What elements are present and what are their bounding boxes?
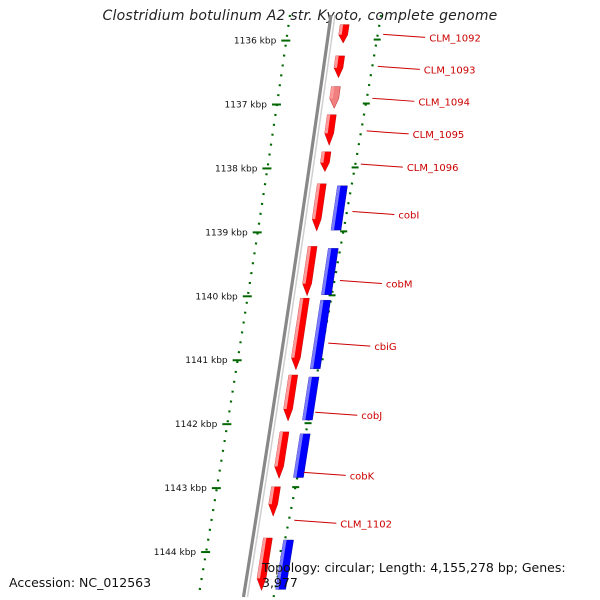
gene-label-leader: [352, 210, 395, 215]
gene-label-leader: [360, 163, 403, 168]
kbp-tick-label: 1139 kbp: [205, 228, 248, 238]
gene-arrow-highlight: [283, 375, 292, 409]
gene-arrow-highlight: [257, 538, 267, 579]
blast-hit-highlight: [293, 433, 304, 478]
kbp-tick-label: 1140 kbp: [195, 292, 238, 302]
gene-label: cobJ: [361, 411, 382, 422]
gene-label-leader: [377, 65, 420, 70]
gene-label: CLM_1092: [429, 33, 481, 44]
kbp-tick-label: 1143 kbp: [164, 484, 207, 494]
gene-label: cobK: [350, 471, 375, 482]
gene-label: CLM_1094: [418, 97, 470, 108]
kbp-tick-label: 1141 kbp: [185, 356, 228, 366]
blast-hit-highlight: [331, 185, 341, 231]
gene-label-leader: [303, 471, 346, 476]
gene-label-leader: [315, 411, 358, 416]
kbp-tick-label: 1136 kbp: [234, 37, 277, 47]
kbp-tick-label: 1137 kbp: [225, 101, 268, 111]
backbone-layer: [197, 14, 383, 598]
gene-layer: [256, 24, 350, 591]
gene-arrow-highlight: [312, 183, 321, 220]
kbp-tick-layer: 1136 kbp 1137 kbp 1138 kbp 1139 kbp 1140 kbp…: [154, 37, 381, 558]
gene-label: CLM_1096: [407, 163, 459, 174]
kbp-tick-label: 1144 kbp: [154, 548, 197, 558]
blast-hit-highlight: [302, 377, 312, 420]
gene-label: CLM_1102: [340, 519, 392, 530]
gene-label-leader: [294, 519, 337, 524]
gene-label-leader: [339, 280, 382, 285]
gene-arrow: [302, 246, 318, 297]
gene-arrow-highlight: [268, 486, 275, 505]
gene-arrow: [256, 537, 273, 591]
gene-label: cobM: [386, 280, 413, 291]
genome-summary-text: Topology: circular; Length: 4,155,278 bp…: [262, 560, 566, 590]
backbone-line: [241, 14, 333, 598]
blast-hit-highlight: [321, 248, 332, 295]
gene-arrow-highlight: [334, 55, 339, 68]
gene-arrow-highlight: [302, 246, 312, 284]
accession-text: Accession: NC_012563: [9, 575, 152, 590]
backbone-shadow: [246, 14, 336, 598]
gene-arrow-highlight: [320, 151, 325, 163]
gene-label: CLM_1093: [424, 65, 476, 76]
gene-label-leader: [328, 342, 371, 347]
blast-hit-highlight: [310, 300, 324, 369]
gene-label-leader: [372, 97, 415, 102]
map-title: Clostridium botulinum A2 str. Kyoto, com…: [102, 8, 498, 24]
gene-arrow-highlight: [274, 431, 283, 467]
gene-label: CLM_1095: [413, 130, 465, 141]
gene-arrow-highlight: [329, 86, 335, 99]
gene-label: cbiG: [374, 342, 396, 353]
gene-arrow-highlight: [291, 298, 304, 358]
inner-dotted-guide: [197, 14, 292, 598]
gene-label-leader: [366, 130, 409, 135]
gene-label-layer: CLM_1092 CLM_1093 CLM_1094 CLM_1095 CLM_1096…: [294, 33, 481, 530]
gene-label: cobI: [398, 210, 419, 221]
gene-arrow-highlight: [338, 24, 344, 35]
gene-arrow-highlight: [324, 114, 331, 134]
blast-hit-highlight: [275, 540, 287, 590]
gene-label-leader: [383, 33, 426, 38]
kbp-tick-label: 1142 kbp: [175, 420, 218, 430]
kbp-tick-label: 1138 kbp: [215, 164, 258, 174]
